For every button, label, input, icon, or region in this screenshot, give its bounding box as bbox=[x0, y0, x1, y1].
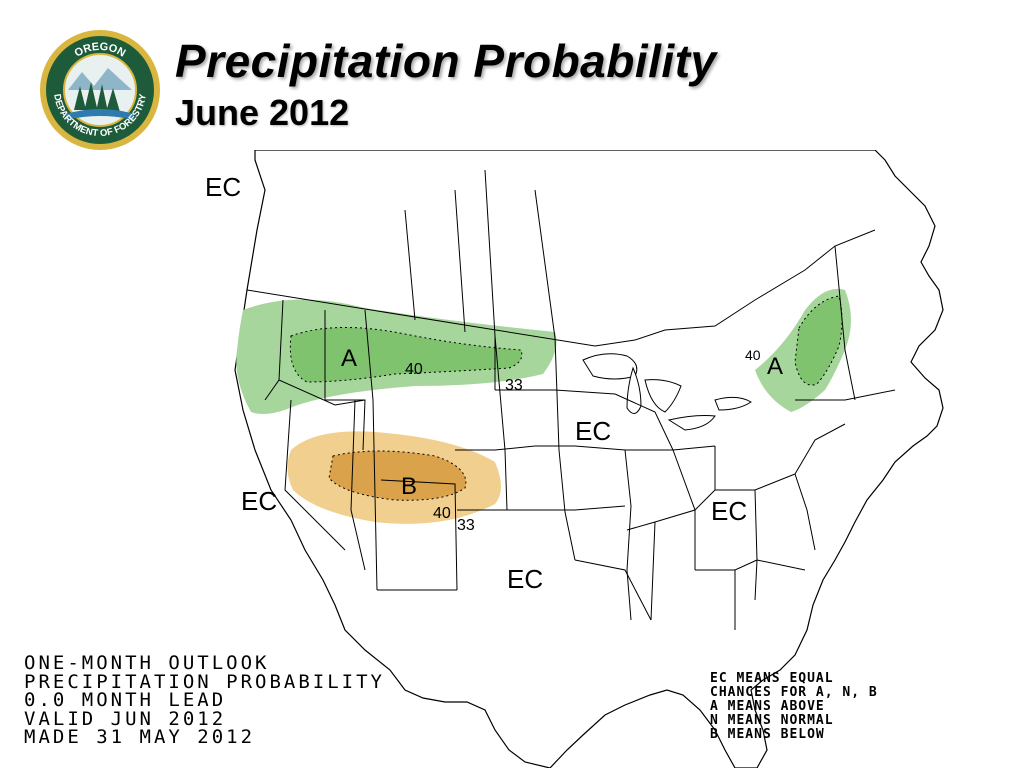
legend-line: B MEANS BELOW bbox=[710, 727, 825, 742]
label-contour-33-sw: 33 bbox=[457, 517, 475, 534]
logo-mountain-icon bbox=[68, 68, 132, 90]
info-line: VALID JUN 2012 bbox=[24, 707, 227, 730]
legend-line: A MEANS ABOVE bbox=[710, 699, 825, 714]
label-ec-pacific: EC bbox=[205, 172, 241, 202]
label-above-northwest: A bbox=[341, 345, 357, 372]
above-40-northeast bbox=[795, 296, 842, 386]
outlook-info-panel: ONE-MONTH OUTLOOK PRECIPITATION PROBABIL… bbox=[24, 654, 385, 747]
info-line: MADE 31 MAY 2012 bbox=[24, 726, 256, 748]
legend-line: N MEANS NORMAL bbox=[710, 713, 834, 728]
page-subtitle: June 2012 bbox=[175, 92, 350, 133]
oregon-forestry-logo: OREGON DEPARTMENT OF FORESTRY bbox=[40, 30, 160, 150]
label-ec-southwest: EC bbox=[241, 486, 277, 516]
info-line: ONE-MONTH OUTLOOK bbox=[24, 652, 270, 674]
political-borders bbox=[246, 169, 896, 630]
below-40-southwest bbox=[329, 451, 466, 501]
probability-contours bbox=[289, 295, 843, 501]
label-ec-southeast: EC bbox=[711, 496, 747, 526]
map-legend: EC MEANS EQUAL CHANCES FOR A, N, B A MEA… bbox=[710, 672, 878, 742]
label-above-northeast: A bbox=[767, 353, 783, 380]
legend-line: CHANCES FOR A, N, B bbox=[710, 685, 878, 700]
label-contour-33-nw: 33 bbox=[505, 377, 523, 394]
probability-shading bbox=[236, 288, 851, 524]
label-contour-40-sw: 40 bbox=[433, 505, 451, 522]
page-title: Precipitation Probability bbox=[175, 35, 717, 87]
label-ec-texas: EC bbox=[507, 564, 543, 594]
legend-line: EC MEANS EQUAL bbox=[710, 671, 834, 686]
label-contour-40-nw: 40 bbox=[405, 361, 423, 378]
label-below-southwest: B bbox=[401, 473, 417, 500]
logo-water-icon bbox=[66, 109, 134, 120]
info-line: 0.0 MONTH LEAD bbox=[24, 689, 227, 711]
logo-trees-icon bbox=[74, 82, 120, 112]
label-ec-midwest: EC bbox=[575, 416, 611, 446]
label-contour-40-ne: 40 bbox=[745, 347, 761, 363]
north-america-land bbox=[234, 150, 944, 768]
great-lakes bbox=[582, 353, 752, 431]
precipitation-outlook-map: EC EC EC EC EC A A B 40 33 40 33 40 bbox=[205, 150, 944, 768]
logo-top-text: OREGON bbox=[73, 41, 128, 60]
above-40-northwest bbox=[290, 327, 522, 382]
info-line: PRECIPITATION PROBABILITY bbox=[24, 670, 385, 693]
